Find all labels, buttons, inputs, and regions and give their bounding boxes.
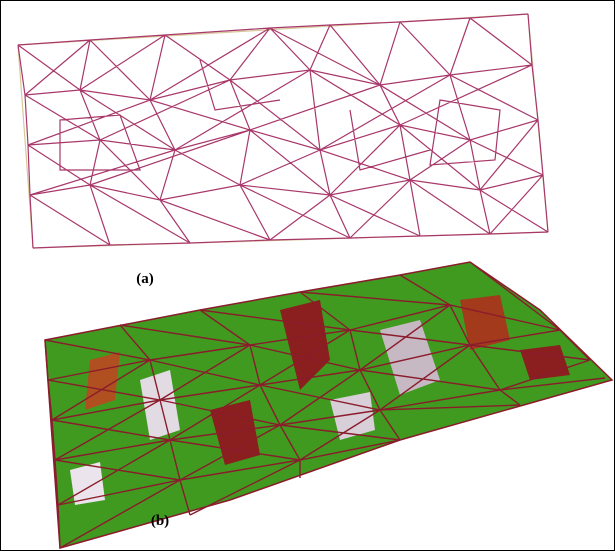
panel-label: (b) <box>151 513 169 529</box>
tin-mesh-2d <box>17 13 549 249</box>
panel-label: (a) <box>136 271 154 287</box>
shade <box>330 392 375 440</box>
shade <box>70 462 105 505</box>
shade <box>460 295 510 350</box>
shade <box>85 352 120 410</box>
mesh-boundary <box>17 13 549 249</box>
shade <box>140 370 180 440</box>
mesh-edges <box>17 13 549 249</box>
tin-surface-3d <box>44 261 614 549</box>
surface-edges <box>44 261 606 549</box>
